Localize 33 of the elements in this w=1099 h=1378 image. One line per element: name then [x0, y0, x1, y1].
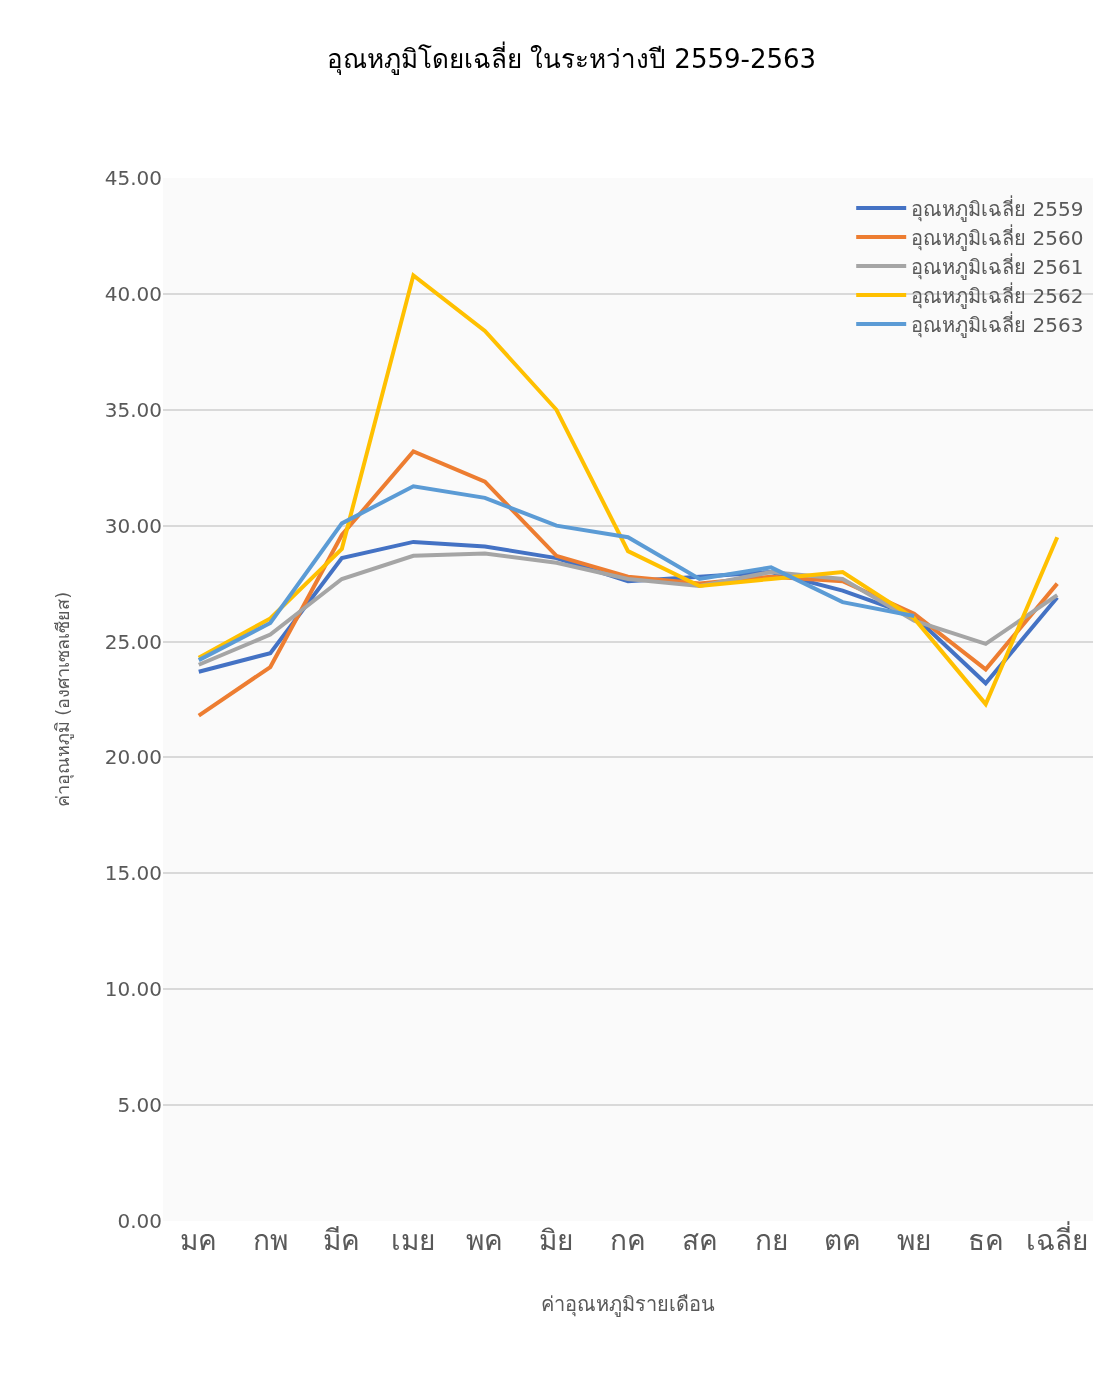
- line-series: [196, 551, 1060, 667]
- x-tick-label: เฉลี่ย: [1026, 1221, 1089, 1257]
- legend-label: อุณหภูมิเฉลี่ย 2559: [911, 194, 1084, 222]
- y-tick-label: 10.00: [104, 977, 162, 1002]
- x-tick-label: เมย: [391, 1224, 436, 1257]
- x-tick-label: กค: [610, 1224, 646, 1257]
- x-tick-label: ธค: [967, 1224, 1004, 1257]
- legend-label: อุณหภูมิเฉลี่ย 2563: [911, 310, 1084, 338]
- x-tick-label: พค: [466, 1224, 504, 1257]
- legend-label: อุณหภูมิเฉลี่ย 2561: [911, 252, 1084, 280]
- x-axis-title: ค่าอุณหภูมิรายเดือน: [541, 1291, 715, 1317]
- y-tick-label: 40.00: [104, 281, 162, 306]
- y-tick-label: 45.00: [104, 166, 162, 190]
- y-tick-label: 35.00: [104, 397, 162, 422]
- x-tick-label: กย: [754, 1224, 788, 1257]
- x-tick-label: สค: [681, 1224, 718, 1257]
- y-tick-label: 5.00: [117, 1093, 162, 1118]
- x-tick-label: กพ: [252, 1224, 288, 1257]
- y-tick-label: 30.00: [104, 513, 162, 538]
- x-tick-label: มิย: [539, 1224, 574, 1257]
- y-axis-title: ค่าอุณหภูมิ (องศาเซลเซียส): [51, 591, 74, 808]
- y-tick-label: 20.00: [104, 745, 162, 770]
- legend-label: อุณหภูมิเฉลี่ย 2562: [911, 281, 1084, 309]
- x-tick-label: มค: [180, 1224, 218, 1257]
- y-tick-label: 0.00: [117, 1209, 162, 1233]
- x-tick-label: มีค: [323, 1224, 361, 1257]
- y-tick-label: 25.00: [104, 629, 162, 654]
- chart-title: อุณหภูมิโดยเฉลี่ย ในระหว่างปี 2559-2563: [326, 41, 817, 76]
- y-tick-label: 15.00: [104, 861, 162, 886]
- x-tick-label: ตค: [824, 1224, 862, 1257]
- line-series: [196, 484, 917, 663]
- legend-label: อุณหภูมิเฉลี่ย 2560: [911, 223, 1084, 251]
- x-tick-label: พย: [897, 1224, 932, 1257]
